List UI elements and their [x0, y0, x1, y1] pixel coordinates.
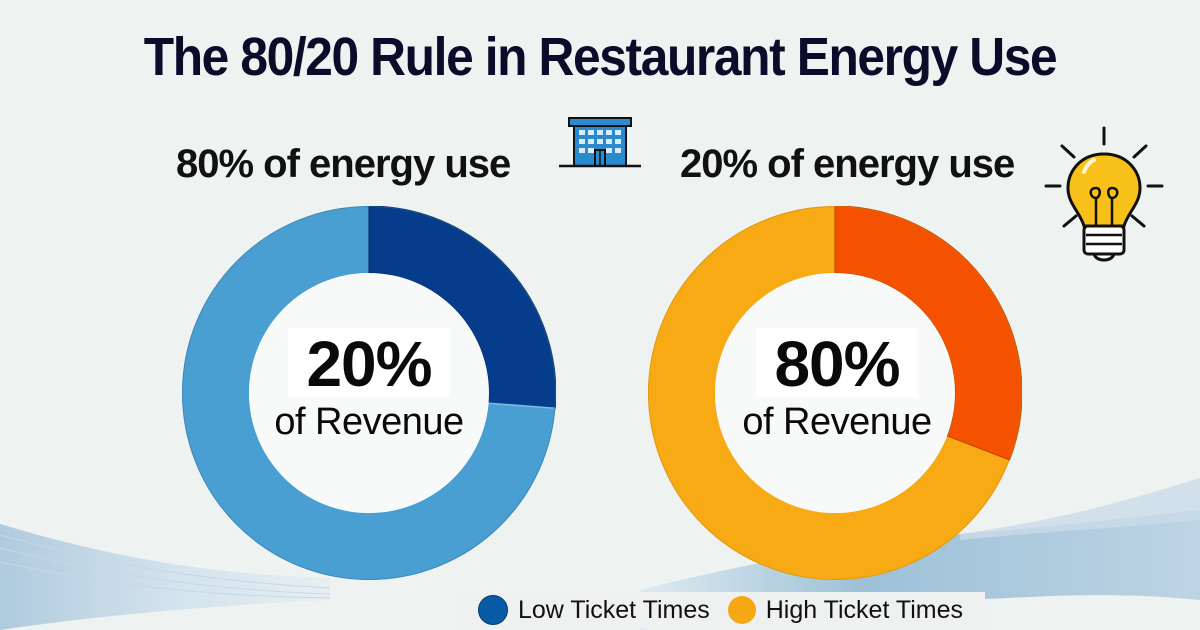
page-title: The 80/20 Rule in Restaurant Energy Use [143, 27, 1058, 87]
legend-dot-blue-icon [478, 595, 508, 625]
left-center-label: 20% of Revenue [264, 328, 474, 444]
left-center-caption: of Revenue [274, 401, 464, 443]
right-center-label: 80% of Revenue [732, 328, 942, 444]
left-subtitle: 80% of energy use [176, 142, 511, 186]
legend-dot-orange-icon [727, 596, 756, 624]
legend-label: High Ticket Times [765, 595, 964, 624]
right-center-caption: of Revenue [742, 401, 932, 443]
right-subtitle: 20% of energy use [680, 142, 1015, 186]
left-center-value: 20% [288, 328, 450, 398]
legend-label: Low Ticket Times [518, 595, 710, 624]
building-icon [559, 117, 641, 168]
legend-item-high-ticket: High Ticket Times [727, 595, 964, 625]
right-center-value: 80% [756, 328, 918, 398]
lightbulb-icon [1044, 126, 1164, 262]
legend-item-low-ticket: Low Ticket Times [478, 595, 710, 625]
chart-legend: Low Ticket Times High Ticket Times [458, 592, 986, 628]
